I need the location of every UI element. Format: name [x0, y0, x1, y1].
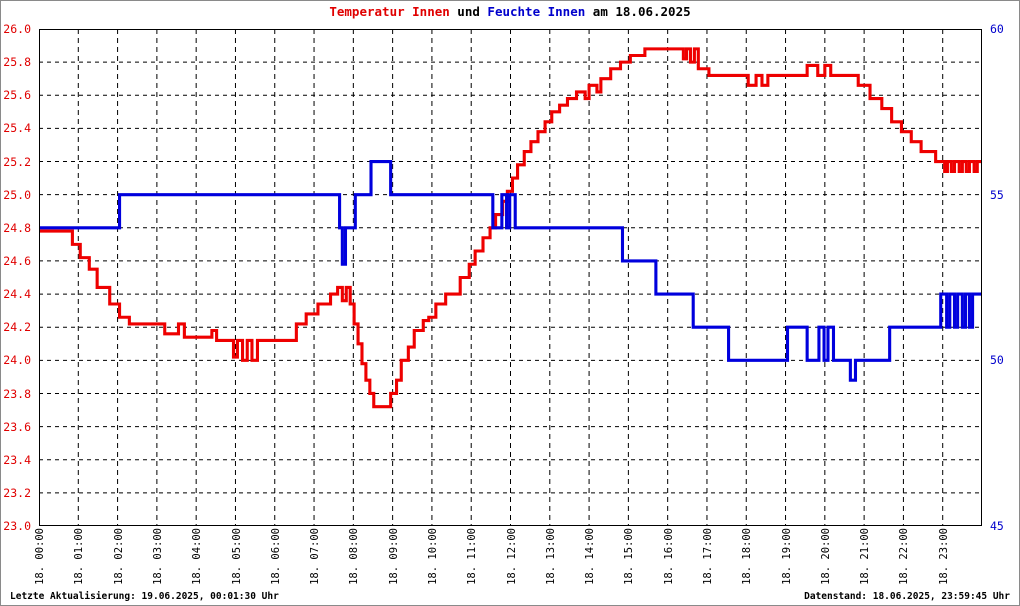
y-tick-left-23.4: 23.4: [3, 452, 31, 467]
plot-area: [39, 29, 982, 526]
y-tick-right-50: 50: [990, 353, 1004, 368]
chart-title-segment-3: am 18.06.2025: [585, 4, 691, 19]
x-tick-6: 18. 06:00: [269, 528, 282, 585]
y-tick-left-25.4: 25.4: [3, 121, 31, 136]
series-line-humidity: [39, 159, 982, 382]
x-tick-15: 18. 15:00: [623, 528, 636, 585]
x-tick-10: 18. 10:00: [426, 528, 439, 585]
y-tick-right-55: 55: [990, 187, 1004, 202]
y-tick-left-24.4: 24.4: [3, 287, 31, 302]
x-axis-labels: 18. 00:00 18. 01:00 18. 02:00 18. 03:00 18. …: [34, 528, 982, 590]
x-tick-14: 18. 14:00: [584, 528, 597, 585]
x-tick-1: 18. 01:00: [73, 528, 86, 585]
grid-lines: [39, 29, 982, 526]
y-axis-left-labels: 23.0 23.2 23.4 23.6 23.8 24.0 24.2 24.4 24.6 24.8…: [1, 22, 35, 533]
x-tick-11: 18. 11:00: [466, 528, 479, 585]
x-tick-16: 18. 16:00: [662, 528, 675, 585]
chart-title: Temperatur Innen und Feuchte Innen am 18…: [1, 4, 1019, 19]
y-tick-left-24.6: 24.6: [3, 253, 31, 268]
x-tick-8: 18. 08:00: [348, 528, 361, 585]
y-tick-left-24.0: 24.0: [3, 353, 31, 368]
x-tick-23: 18. 23:00: [937, 528, 950, 585]
y-tick-left-26.0: 26.0: [3, 22, 31, 36]
x-tick-7: 18. 07:00: [309, 528, 321, 585]
y-tick-left-23.8: 23.8: [3, 386, 31, 401]
y-tick-left-23.0: 23.0: [3, 519, 31, 533]
plot-frame: [39, 29, 982, 526]
chart-title-segment-1: und: [449, 4, 488, 19]
y-tick-left-24.2: 24.2: [3, 320, 31, 335]
last-update-text: Letzte Aktualisierung: 19.06.2025, 00:01…: [10, 591, 279, 602]
x-tick-20: 18. 20:00: [819, 528, 832, 585]
y-tick-left-25.0: 25.0: [3, 187, 31, 202]
y-tick-left-23.2: 23.2: [3, 485, 31, 500]
data-series-layer: [39, 47, 982, 409]
y-tick-right-45: 45: [990, 519, 1004, 533]
x-tick-0: 18. 00:00: [34, 528, 46, 585]
x-tick-9: 18. 09:00: [387, 528, 400, 585]
x-tick-21: 18. 21:00: [859, 528, 872, 585]
x-tick-4: 18. 04:00: [191, 528, 204, 585]
y-tick-right-60: 60: [990, 22, 1004, 36]
y-axis-right-labels: 45 50 55 60: [986, 22, 1019, 533]
x-tick-5: 18. 05:00: [230, 528, 243, 585]
x-tick-13: 18. 13:00: [544, 528, 557, 585]
y-tick-left-25.8: 25.8: [3, 55, 31, 70]
x-tick-2: 18. 02:00: [112, 528, 125, 585]
x-tick-12: 18. 12:00: [505, 528, 518, 585]
series-line-temperature: [39, 47, 982, 409]
x-tick-17: 18. 17:00: [702, 528, 714, 585]
x-tick-22: 18. 22:00: [898, 528, 911, 585]
y-tick-left-25.6: 25.6: [3, 88, 31, 103]
x-tick-19: 18. 19:00: [780, 528, 793, 585]
y-tick-left-24.8: 24.8: [3, 220, 31, 235]
y-tick-left-23.6: 23.6: [3, 419, 31, 434]
y-tick-left-25.2: 25.2: [3, 154, 31, 169]
chart-title-segment-2: Feuchte Innen: [487, 4, 586, 19]
x-tick-3: 18. 03:00: [151, 528, 164, 585]
data-timestamp-text: Datenstand: 18.06.2025, 23:59:45 Uhr: [804, 591, 1010, 602]
chart-title-segment-0: Temperatur Innen: [329, 4, 450, 19]
x-tick-18: 18. 18:00: [741, 528, 754, 585]
